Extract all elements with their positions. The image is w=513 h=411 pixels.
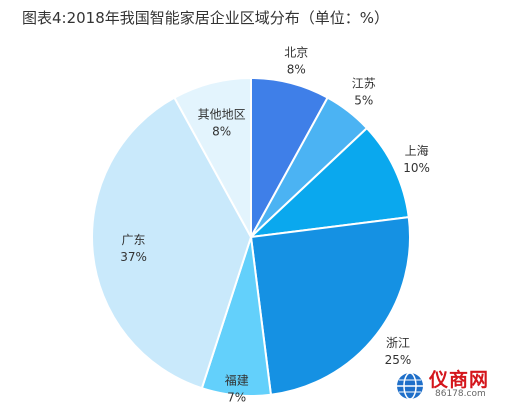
site-logo: 仪商网 86178.com xyxy=(395,365,505,405)
slice-label-value: 8% xyxy=(212,125,231,139)
pie-slices xyxy=(91,76,411,397)
pie-slice-3 xyxy=(248,126,410,239)
slice-label-value: 7% xyxy=(227,390,246,404)
slice-label-value: 8% xyxy=(287,63,306,77)
pie-slice-4 xyxy=(249,215,411,396)
pie-slice-7 xyxy=(173,76,252,238)
slice-label-name: 福建 xyxy=(225,372,249,387)
slice-label-name: 其他地区 xyxy=(198,108,246,122)
slice-label-name: 广东 xyxy=(122,233,146,247)
slice-label-name: 上海 xyxy=(405,143,429,158)
brand-name: 仪商网 xyxy=(429,369,490,391)
slice-label-name: 江苏 xyxy=(352,77,376,91)
globe-icon xyxy=(397,372,423,400)
slice-labels: 北京 8% 江苏 5% 上海 10% 浙江 25% 福建 7% 广东 37% 其他地区 8% xyxy=(120,46,430,405)
brand-domain: 86178.com xyxy=(435,389,486,399)
chart-title: 图表4:2018年我国智能家居企业区域分布（单位：%） xyxy=(22,9,390,27)
slice-label-name: 浙江 xyxy=(386,336,410,350)
slice-label-value: 10% xyxy=(403,161,430,175)
slice-label-value: 37% xyxy=(120,250,147,264)
slice-label-name: 北京 xyxy=(284,46,308,60)
pie-slice-6 xyxy=(91,96,253,390)
slice-label-value: 25% xyxy=(385,353,412,367)
slice-label-value: 5% xyxy=(354,94,373,108)
